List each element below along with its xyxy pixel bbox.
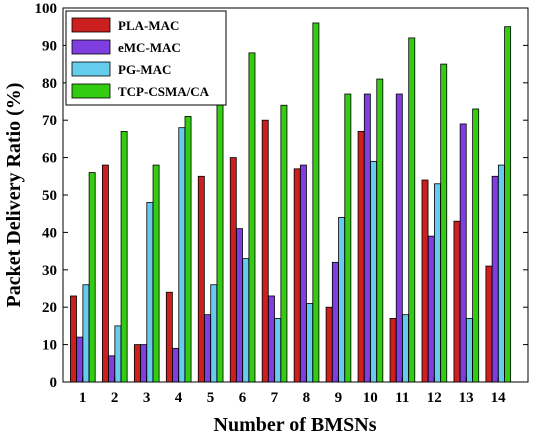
x-tick-label: 14: [491, 390, 507, 406]
bar-emc-mac-6: [236, 228, 243, 383]
x-tick-label: 9: [335, 390, 343, 406]
bar-pla-mac-3: [133, 344, 141, 383]
bar-pg-mac-2: [114, 325, 122, 383]
bar-pla-mac-6: [229, 157, 237, 383]
bar-pg-mac-9: [338, 217, 346, 383]
legend-swatch: [71, 61, 111, 77]
x-tick-label: 12: [427, 390, 442, 406]
bar-pla-mac-14: [485, 265, 493, 383]
bar-pla-mac-7: [261, 119, 269, 383]
bar-tcp-csma-ca-13: [472, 108, 480, 383]
bar-emc-mac-4: [172, 347, 180, 383]
bar-emc-mac-7: [268, 295, 275, 383]
bar-pla-mac-13: [453, 220, 461, 383]
legend: PLA-MAC eMC-MAC PG-MAC TCP-CSMA/CA: [65, 10, 227, 106]
y-tick-label: 60: [42, 151, 57, 167]
bar-emc-mac-12: [427, 235, 435, 383]
x-tick-label: 11: [395, 390, 409, 406]
y-tick-label: 100: [35, 1, 58, 17]
bar-pg-mac-4: [178, 127, 186, 383]
y-axis: 0 10 20 30 40 50 60 70 80 90 100: [35, 1, 528, 391]
x-tick-label: 3: [143, 390, 151, 406]
bar-pla-mac-5: [197, 175, 205, 383]
bar-tcp-csma-ca-11: [408, 37, 416, 383]
bar-pg-mac-14: [497, 164, 505, 383]
x-tick-label: 10: [363, 390, 378, 406]
bar-tcp-csma-ca-4: [184, 116, 192, 383]
bar-pg-mac-1: [82, 284, 90, 383]
bar-tcp-csma-ca-7: [280, 104, 288, 383]
bar-pla-mac-8: [293, 168, 301, 383]
x-tick-label: 5: [207, 390, 215, 406]
legend-swatch: [71, 17, 111, 33]
bar-emc-mac-1: [76, 336, 84, 383]
bar-tcp-csma-ca-3: [152, 164, 160, 383]
legend-label: PLA-MAC: [118, 18, 179, 33]
bar-pg-mac-5: [210, 284, 218, 383]
x-tick-label: 7: [271, 390, 279, 406]
legend-label: PG-MAC: [118, 62, 171, 77]
legend-swatch: [71, 39, 111, 55]
y-tick-label: 0: [50, 375, 58, 391]
legend-label: eMC-MAC: [118, 40, 181, 55]
y-tick-label: 10: [42, 338, 57, 354]
bar-emc-mac-2: [108, 355, 116, 383]
bar-tcp-csma-ca-6: [248, 52, 256, 383]
bar-pg-mac-12: [434, 183, 441, 383]
x-tick-label: 13: [459, 390, 474, 406]
x-tick-label: 8: [303, 390, 311, 406]
y-tick-label: 90: [42, 38, 57, 54]
bar-pg-mac-7: [274, 318, 282, 383]
x-axis: 1 2 3 4 5 6 7 8 9 10 11 12 13 14: [79, 377, 506, 406]
bar-emc-mac-8: [299, 164, 307, 383]
legend-swatch: [71, 83, 111, 99]
bar-pg-mac-3: [146, 202, 154, 383]
bar-tcp-csma-ca-2: [120, 131, 128, 383]
y-tick-label: 20: [42, 300, 57, 316]
bar-pla-mac-10: [357, 131, 365, 383]
bar-emc-mac-14: [491, 175, 499, 383]
bar-emc-mac-3: [140, 344, 148, 383]
bar-tcp-csma-ca-10: [376, 78, 384, 383]
bar-pg-mac-10: [370, 160, 377, 383]
bar-emc-mac-9: [331, 261, 339, 383]
bar-emc-mac-13: [459, 123, 467, 383]
x-tick-label: 6: [239, 390, 247, 406]
bar-emc-mac-5: [204, 314, 211, 383]
bar-pla-mac-11: [389, 318, 397, 383]
y-tick-label: 30: [42, 263, 57, 279]
bar-pla-mac-4: [165, 291, 173, 383]
y-tick-label: 70: [42, 113, 57, 129]
x-tick-label: 2: [111, 390, 119, 406]
bars-group: [70, 22, 512, 383]
bar-emc-mac-10: [363, 93, 371, 383]
bar-pg-mac-6: [242, 258, 250, 383]
bar-pg-mac-11: [402, 314, 409, 383]
bar-emc-mac-11: [395, 93, 403, 383]
bar-tcp-csma-ca-12: [440, 63, 448, 383]
bar-pg-mac-8: [306, 303, 314, 383]
bar-pla-mac-12: [421, 179, 429, 383]
x-tick-label: 4: [175, 390, 183, 406]
y-tick-label: 80: [42, 76, 57, 92]
bar-tcp-csma-ca-9: [344, 93, 352, 383]
y-axis-label: Packet Delivery Ratio (%): [3, 83, 25, 308]
legend-label: TCP-CSMA/CA: [118, 84, 210, 99]
bar-tcp-csma-ca-8: [312, 22, 320, 383]
y-tick-label: 40: [42, 225, 57, 241]
x-tick-label: 1: [79, 390, 87, 406]
bar-tcp-csma-ca-1: [88, 172, 96, 383]
bar-pla-mac-1: [70, 295, 77, 383]
bar-pla-mac-2: [101, 164, 109, 383]
bar-pg-mac-13: [465, 318, 473, 383]
x-axis-label: Number of BMSNs: [214, 414, 377, 436]
bar-tcp-csma-ca-14: [504, 26, 512, 383]
y-tick-label: 50: [42, 188, 57, 204]
bar-pla-mac-9: [325, 306, 333, 383]
